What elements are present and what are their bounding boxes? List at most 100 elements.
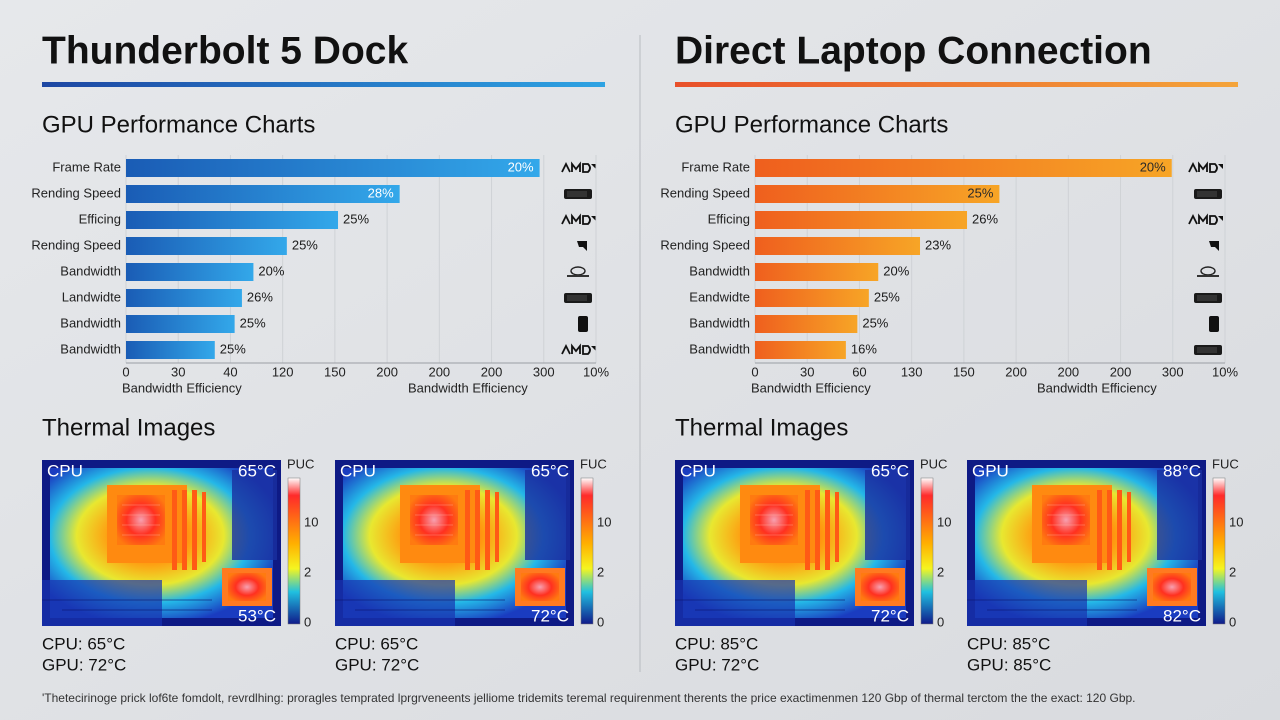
bar-annotation: 16%: [851, 341, 877, 356]
bar: [755, 237, 921, 255]
x-axis-label: Bandwidth Efficiency: [751, 380, 871, 395]
image-label: GPU: [972, 461, 1009, 480]
category-label: Frame Rate: [52, 159, 121, 174]
image-caption: CPU: 65°C: [335, 634, 418, 653]
scale-tick-label: 0: [304, 614, 311, 629]
x-tick-label: 200: [376, 364, 398, 379]
x-tick-label: 200: [1110, 364, 1132, 379]
thermal-image: [675, 460, 914, 626]
scale-tick-label: 2: [597, 564, 604, 579]
image-temp-bottom: 53°C: [238, 606, 276, 625]
scale-tick-label: 10: [597, 514, 611, 529]
bar: [755, 315, 858, 333]
image-caption: GPU: 85°C: [967, 655, 1051, 674]
bar-annotation: 20%: [258, 263, 284, 278]
bar: [126, 211, 339, 229]
x-tick-label: 130: [901, 364, 923, 379]
bar-annotation: 20%: [1140, 159, 1166, 174]
scale-title: FUC: [580, 456, 607, 471]
color-scale: [920, 477, 934, 625]
image-caption: CPU: 85°C: [675, 634, 758, 653]
bar: [126, 315, 235, 333]
bar-annotation: 20%: [883, 263, 909, 278]
bar: [755, 211, 968, 229]
x-tick-label: 200: [481, 364, 503, 379]
panel-title: Direct Laptop Connection: [675, 29, 1152, 72]
scale-tick-label: 10: [1229, 514, 1243, 529]
x-tick-label: 300: [1162, 364, 1184, 379]
x-tick-label: 0: [122, 364, 129, 379]
category-label: Eandwidte: [689, 289, 750, 304]
x-tick-label: 40: [223, 364, 237, 379]
bar-annotation: 25%: [240, 315, 266, 330]
bar: [755, 159, 1172, 177]
category-label: Rending Speed: [660, 185, 750, 200]
section-heading: Thermal Images: [675, 414, 848, 441]
image-temp-bottom: 72°C: [531, 606, 569, 625]
color-scale: [1212, 477, 1226, 625]
scale-tick-label: 0: [1229, 614, 1236, 629]
bar-annotation: 25%: [292, 237, 318, 252]
bar-annotation: 25%: [874, 289, 900, 304]
bar: [755, 341, 846, 359]
category-label: Bandwidth: [60, 341, 121, 356]
thermal-image: [967, 460, 1206, 626]
scale-tick-label: 10: [304, 514, 318, 529]
image-label: CPU: [680, 461, 716, 480]
scale-title: PUC: [920, 456, 947, 471]
scale-tick-label: 0: [937, 614, 944, 629]
bar-annotation: 23%: [925, 237, 951, 252]
scale-title: FUC: [1212, 456, 1239, 471]
bar: [126, 341, 215, 359]
x-axis-label: Bandwidth Efficiency: [122, 380, 242, 395]
color-scale: [287, 477, 301, 625]
category-label: Bandwidth: [689, 263, 750, 278]
x-tick-label: 150: [324, 364, 346, 379]
footer-note: 'Thetecirinoge prick lof6te fomdolt, rev…: [42, 691, 1136, 705]
bar: [126, 289, 242, 307]
bar-annotation: 26%: [972, 211, 998, 226]
image-label: CPU: [47, 461, 83, 480]
x-tick-label: 200: [1005, 364, 1027, 379]
category-label: Bandwidth: [60, 263, 121, 278]
bar: [755, 185, 1000, 203]
image-temp-top: 65°C: [238, 461, 276, 480]
category-label: Bandwidth: [689, 341, 750, 356]
bar: [126, 263, 254, 281]
image-caption: CPU: 85°C: [967, 634, 1050, 653]
bar: [126, 237, 287, 255]
category-label: Efficing: [708, 211, 750, 226]
bar-annotation: 28%: [368, 185, 394, 200]
color-scale: [580, 477, 594, 625]
section-heading: Thermal Images: [42, 414, 215, 441]
x-axis-label: Bandwidth Efficiency: [408, 380, 528, 395]
x-tick-label: 120: [272, 364, 294, 379]
x-axis-label: Bandwidth Efficiency: [1037, 380, 1157, 395]
x-tick-label: 10%: [1212, 364, 1238, 379]
category-label: Landwidte: [62, 289, 121, 304]
category-label: Rending Speed: [31, 185, 121, 200]
image-temp-bottom: 72°C: [871, 606, 909, 625]
panel-title: Thunderbolt 5 Dock: [42, 29, 408, 72]
bar-annotation: 25%: [967, 185, 993, 200]
category-label: Frame Rate: [681, 159, 750, 174]
image-temp-top: 88°C: [1163, 461, 1201, 480]
x-tick-label: 200: [428, 364, 450, 379]
thermal-image: [335, 460, 574, 626]
title-underline: [675, 82, 1238, 87]
x-tick-label: 10%: [583, 364, 609, 379]
bar: [126, 159, 540, 177]
scale-title: PUC: [287, 456, 314, 471]
x-tick-label: 150: [953, 364, 975, 379]
x-tick-label: 200: [1057, 364, 1079, 379]
scale-tick-label: 2: [304, 564, 311, 579]
bar: [755, 289, 869, 307]
image-temp-bottom: 82°C: [1163, 606, 1201, 625]
thermal-image: [42, 460, 281, 626]
category-label: Bandwidth: [60, 315, 121, 330]
image-temp-top: 65°C: [531, 461, 569, 480]
image-temp-top: 65°C: [871, 461, 909, 480]
image-caption: CPU: 65°C: [42, 634, 125, 653]
chart-title: GPU Performance Charts: [42, 111, 315, 138]
